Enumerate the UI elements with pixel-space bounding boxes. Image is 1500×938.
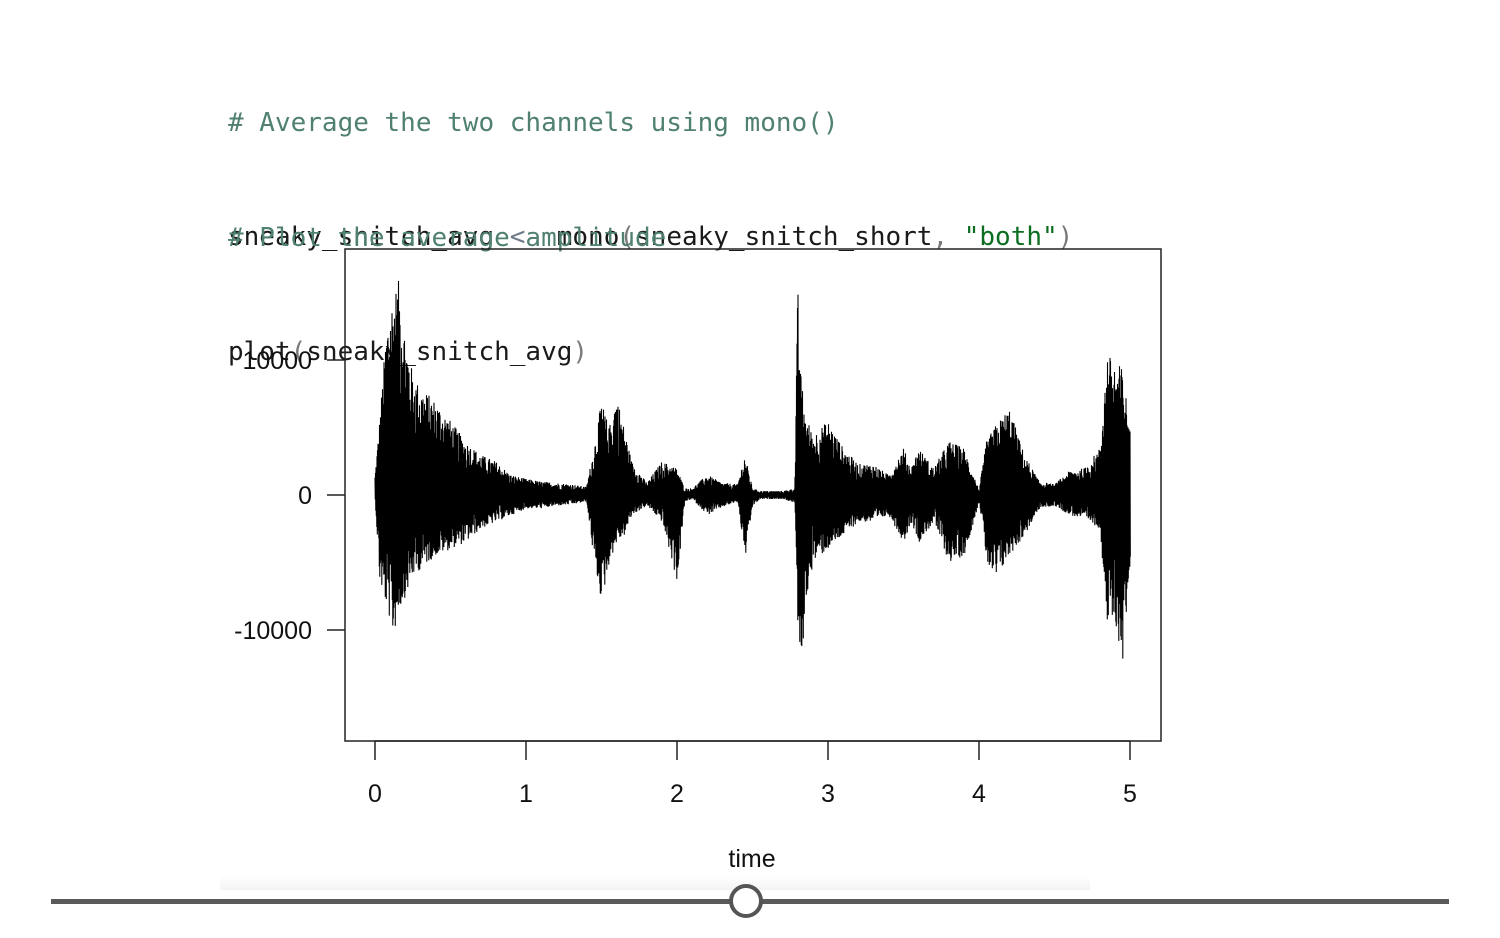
code-argument-avg: sneaky_snitch_avg (306, 337, 573, 367)
x-tick-label: 0 (368, 780, 382, 808)
x-tick-label: 3 (821, 780, 835, 808)
code-paren-close: ) (572, 337, 589, 367)
waveform-series (374, 280, 1131, 659)
code-comma: , (932, 222, 949, 252)
x-axis-title: time (728, 845, 776, 873)
x-axis: 0 1 2 3 4 5 (368, 740, 1137, 808)
code-assign-operator: <- (509, 222, 542, 252)
waveform-line (374, 280, 1131, 659)
code-comment-plot: # Plot the average amplitude (228, 223, 667, 253)
code-function-plot: plot (228, 337, 291, 367)
y-tick-label: 0 (298, 482, 312, 510)
player-scrub-handle[interactable] (729, 884, 763, 918)
player-shadow (220, 876, 1090, 890)
code-paren-open: ( (619, 222, 636, 252)
y-tick-label: 10000 (242, 347, 312, 375)
code-block-plot: # Plot the average amplitude plot(sneaky… (228, 143, 666, 409)
x-tick-label: 1 (519, 780, 533, 808)
code-block-mono: # Average the two channels using mono() … (228, 28, 1073, 294)
y-tick-label: -10000 (234, 617, 312, 645)
code-paren-open: ( (290, 337, 307, 367)
code-identifier-lhs: sneaky_snitch_avg (228, 222, 495, 252)
x-tick-label: 2 (670, 780, 684, 808)
code-string-both: "both" (963, 222, 1058, 252)
code-line-mono: sneaky_snitch_avg <- mono(sneaky_snitch_… (228, 218, 1073, 256)
code-comment-average: # Average the two channels using mono() (228, 108, 839, 138)
code-line-plot: plot(sneaky_snitch_avg) (228, 333, 666, 371)
code-paren-close: ) (1057, 222, 1074, 252)
code-argument-input: sneaky_snitch_short (635, 222, 933, 252)
x-tick-label: 5 (1123, 780, 1137, 808)
y-axis: 10000 0 -10000 (234, 347, 345, 645)
x-tick-label: 4 (972, 780, 986, 808)
code-function-mono: mono (556, 222, 620, 252)
